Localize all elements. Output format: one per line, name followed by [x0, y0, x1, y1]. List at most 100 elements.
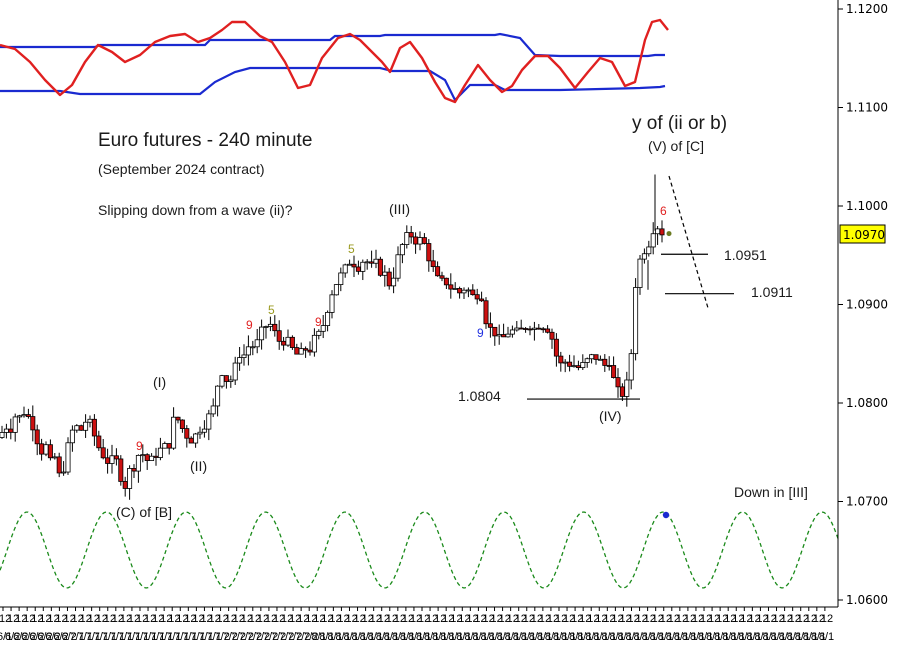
candle-up — [364, 261, 370, 264]
x-tick-label-bottom: 7/1 — [102, 631, 117, 643]
x-tick-label-top: 12 — [756, 613, 768, 625]
x-tick-label-top: 12 — [652, 613, 664, 625]
candle-down — [443, 277, 449, 286]
x-tick-label-top: 12 — [273, 613, 285, 625]
candle-down — [470, 289, 476, 296]
x-tick-label-top: 12 — [128, 613, 140, 625]
candle-down — [457, 288, 463, 294]
candle-down — [30, 416, 36, 431]
candle-down — [351, 263, 357, 268]
x-tick-label-bottom: 8/1 — [690, 631, 705, 643]
x-tick-label-top: 12 — [168, 613, 180, 625]
candle-down — [527, 328, 533, 331]
x-tick-label-bottom: 8/1 — [464, 631, 479, 643]
y-tick-label: 1.0700 — [846, 495, 888, 509]
wave-label-c-of-b: (C) of [B] — [116, 504, 172, 520]
x-tick-label-top: 12 — [176, 613, 188, 625]
x-tick-label-top: 12 — [378, 613, 390, 625]
x-tick-label-top: 12 — [281, 613, 293, 625]
candle-up — [206, 413, 212, 430]
candle-up — [65, 442, 71, 473]
x-tick-label-top: 12 — [555, 613, 567, 625]
x-tick-label-top: 12 — [96, 613, 108, 625]
candle-up — [135, 454, 141, 472]
candle-up — [232, 362, 238, 381]
x-tick-label-top: 12 — [426, 613, 438, 625]
candle-down — [575, 365, 581, 369]
candle-up — [87, 418, 93, 423]
x-tick-label-bottom: 7/2 — [231, 631, 246, 643]
x-tick-label-top: 12 — [805, 613, 817, 625]
x-tick-label-top: 12 — [329, 613, 341, 625]
x-tick-label-top: 12 — [410, 613, 422, 625]
level-label-1-0911: 1.0911 — [751, 284, 793, 300]
x-tick-label-bottom: 8/1 — [585, 631, 600, 643]
candle-down — [430, 260, 436, 268]
candle-down — [47, 444, 53, 459]
candle-up — [505, 333, 511, 338]
candle-up — [329, 294, 335, 313]
x-tick-label-top: 12 — [724, 613, 736, 625]
candle-up — [465, 289, 471, 292]
x-tick-label-top: 12 — [80, 613, 92, 625]
candle-down — [501, 334, 507, 338]
candle-down — [91, 418, 97, 437]
x-tick-label-bottom: 8/1 — [311, 631, 326, 643]
x-tick-label-bottom: 7/1 — [110, 631, 125, 643]
y-tick-label: 1.1000 — [846, 199, 888, 213]
candle-down — [439, 275, 445, 279]
candle-down — [553, 338, 559, 357]
x-tick-label-bottom: 8/1 — [746, 631, 761, 643]
candle-up — [633, 287, 639, 355]
candle-up — [83, 421, 89, 431]
candle-up — [149, 455, 155, 461]
x-tick-label-top: 12 — [104, 613, 116, 625]
candle-up — [347, 263, 353, 266]
candle-down — [518, 327, 524, 330]
chart-commentary: Slipping down from a wave (ii)? — [98, 202, 293, 218]
x-tick-label-top: 12 — [297, 613, 309, 625]
candle-down — [611, 365, 617, 378]
candle-down — [408, 232, 414, 238]
candle-down — [426, 243, 432, 262]
x-tick-label-bottom: 8/1 — [601, 631, 616, 643]
candle-down — [188, 437, 194, 444]
candle-down — [606, 365, 612, 367]
x-tick-label-bottom: 7/1 — [134, 631, 149, 643]
x-tick-label-top: 12 — [563, 613, 575, 625]
x-tick-label-top: 12 — [773, 613, 785, 625]
x-tick-label-top: 12 — [249, 613, 261, 625]
candle-up — [637, 258, 643, 288]
x-tick-label-top: 12 — [370, 613, 382, 625]
x-tick-label-top: 12 — [539, 613, 551, 625]
x-tick-label-bottom: 6/1 — [0, 631, 12, 643]
candle-up — [452, 288, 458, 290]
x-tick-label-bottom: 8/1 — [432, 631, 447, 643]
x-tick-label-top: 12 — [354, 613, 366, 625]
x-tick-label-bottom: 8/1 — [674, 631, 689, 643]
x-tick-label-bottom: 7/2 — [247, 631, 262, 643]
upper-oscillator-panel — [0, 18, 669, 104]
x-tick-label-top: 12 — [676, 613, 688, 625]
x-tick-label-bottom: 8/1 — [352, 631, 367, 643]
x-tick-label-top: 12 — [402, 613, 414, 625]
x-tick-label-bottom: 8/1 — [593, 631, 608, 643]
x-tick-label-bottom: 8/1 — [811, 631, 826, 643]
x-tick-label-bottom: 7/1 — [150, 631, 165, 643]
candle-down — [549, 331, 555, 340]
x-tick-label-top: 12 — [72, 613, 84, 625]
candle-up — [580, 362, 586, 369]
candle-down — [184, 428, 190, 439]
candle-up — [3, 428, 9, 433]
x-tick-label-bottom: 7/2 — [287, 631, 302, 643]
x-tick-label-bottom: 8/1 — [650, 631, 665, 643]
candle-down — [386, 271, 392, 287]
x-tick-label-top: 12 — [209, 613, 221, 625]
x-tick-label-top: 12 — [345, 613, 357, 625]
x-tick-label-bottom: 8/1 — [505, 631, 520, 643]
candle-up — [21, 414, 27, 417]
x-tick-label-top: 12 — [31, 613, 43, 625]
x-tick-label-bottom: 8/1 — [787, 631, 802, 643]
candle-down — [377, 258, 383, 276]
